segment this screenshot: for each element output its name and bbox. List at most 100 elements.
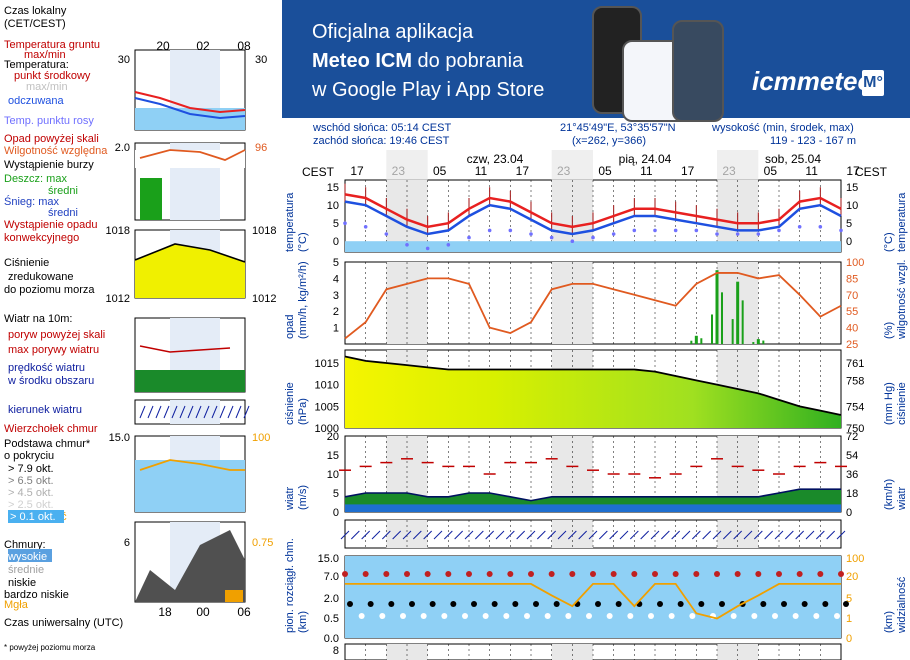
cloud-base-dot [450, 601, 457, 607]
cloud-top-dot [817, 571, 824, 577]
legend-text: max/min [26, 81, 68, 93]
precip-bar [752, 342, 755, 344]
humidity-tick: 70 [846, 290, 858, 302]
legend-text: Deszcz: max [4, 173, 67, 185]
axis-unit-left: (m/s) [297, 485, 309, 510]
legend-hour: 02 [196, 39, 210, 53]
wind-tick: 0 [333, 507, 339, 519]
temp-tick-right: 5 [846, 218, 852, 230]
legend-fog [225, 590, 243, 602]
dew-point [570, 239, 575, 243]
axis-unit-left: (km) [297, 611, 309, 633]
dew-point [756, 232, 761, 236]
cloud-base-dot [462, 613, 468, 619]
wind-arrow [753, 530, 763, 540]
cloud-top-dot [838, 571, 844, 577]
cloud-top-dot [693, 571, 700, 577]
kmh-tick: 18 [846, 488, 858, 500]
day-label: pią, 24.04 [619, 152, 672, 166]
cloud-top-dot [507, 571, 514, 577]
humidity-tick: 55 [846, 306, 858, 318]
hour-tick-label: 11 [475, 164, 488, 178]
wind-arrow [557, 530, 567, 540]
legend-hum-bg [135, 150, 245, 168]
humidity-tick: 100 [846, 257, 864, 269]
legend-gust-line [139, 345, 231, 353]
humidity-tick: 25 [846, 339, 858, 351]
wind-arrow [412, 530, 422, 540]
pressure-tick: 1010 [315, 380, 339, 392]
cloud-base-dot [595, 601, 601, 607]
pressure-line [344, 355, 842, 416]
dew-point [818, 225, 823, 229]
pressure-area [345, 356, 841, 428]
night-band-header [386, 150, 428, 180]
wind-arrow [691, 530, 701, 540]
axis-title-right: ciśnienie [896, 382, 908, 425]
legend-tick: 96 [255, 142, 267, 154]
legend-text: > 4.5 okt. [8, 487, 54, 499]
legend-text: Temperatura gruntu [4, 39, 100, 51]
legend-tick: 100 [252, 432, 270, 444]
cloud-tick: 0.5 [324, 613, 339, 625]
legend-text: max/min [24, 49, 66, 61]
legend-text: Czas lokalny [4, 5, 67, 17]
wind-arrow [340, 530, 350, 540]
legend-tick: 15.0 [109, 432, 130, 444]
cloud-base-dot [627, 613, 634, 619]
legend-wind-arrow [179, 405, 186, 419]
dew-point [467, 235, 471, 240]
legend-text: Wilgotność względna [4, 145, 108, 157]
hour-tick-label: 05 [433, 164, 447, 178]
cloud-top-dot [383, 571, 390, 577]
precip-bar [756, 339, 760, 344]
cloud-base-dot [367, 601, 374, 607]
cloud-base-dot [338, 613, 344, 619]
legend-text: punkt środkowy [14, 70, 91, 82]
cloud-top-dot [445, 571, 452, 577]
wind-arrow [588, 530, 598, 540]
dew-point [446, 243, 451, 247]
dew-point [405, 243, 409, 247]
cloud-base-dot [730, 613, 737, 619]
cloud-top-dot [342, 571, 348, 577]
dew-point [694, 228, 699, 233]
wind-arrow [805, 530, 815, 540]
legend-okt-swatch [8, 510, 64, 523]
cloud-base-dot [388, 601, 395, 607]
cloud-base-dot [471, 601, 477, 607]
temp-tick: 0 [333, 236, 339, 248]
cloud-base-dot [834, 613, 840, 619]
night-band [170, 400, 220, 424]
legend-text: Wystąpienie opadu [4, 219, 97, 231]
wind-arrow [505, 530, 515, 540]
app-promo-banner[interactable]: Oficjalna aplikacja Meteo ICM do pobrani… [282, 0, 910, 122]
banner-line-1: Oficjalna aplikacja [312, 21, 474, 43]
wind-arrow [609, 530, 619, 540]
dew-point [363, 225, 368, 229]
temp-tick-right: 10 [846, 200, 858, 212]
precip-bar [736, 281, 740, 344]
cloud-base-dot [822, 601, 829, 607]
dew-point [715, 232, 719, 236]
temp-tick-right: 0 [846, 236, 852, 248]
cloud-base-dot [379, 613, 386, 619]
hour-tick-label: 05 [764, 164, 778, 178]
cloud-base-dot [792, 613, 799, 619]
axis-unit-right: (%) [883, 322, 895, 339]
legend-wind-arrow [155, 405, 162, 419]
cloud-base-dot [698, 601, 705, 607]
wind-arrow [743, 530, 753, 540]
pressure-tick: 1015 [315, 358, 339, 370]
cloud-base-dot [565, 613, 572, 619]
cloud-tick: 7.0 [324, 571, 339, 583]
wind-arrow [516, 530, 526, 540]
sunset: zachód słońca: 19:46 CEST [313, 135, 450, 147]
cloud-top-dot [631, 571, 638, 577]
cloud-tick: 15.0 [318, 553, 339, 565]
cloud-tick: 0.0 [324, 633, 339, 645]
cloud-base-dot [429, 601, 436, 607]
hour-tick-label: 11 [640, 164, 653, 178]
legend-text: wysokie [7, 551, 47, 563]
kmh-tick: 72 [846, 431, 858, 443]
